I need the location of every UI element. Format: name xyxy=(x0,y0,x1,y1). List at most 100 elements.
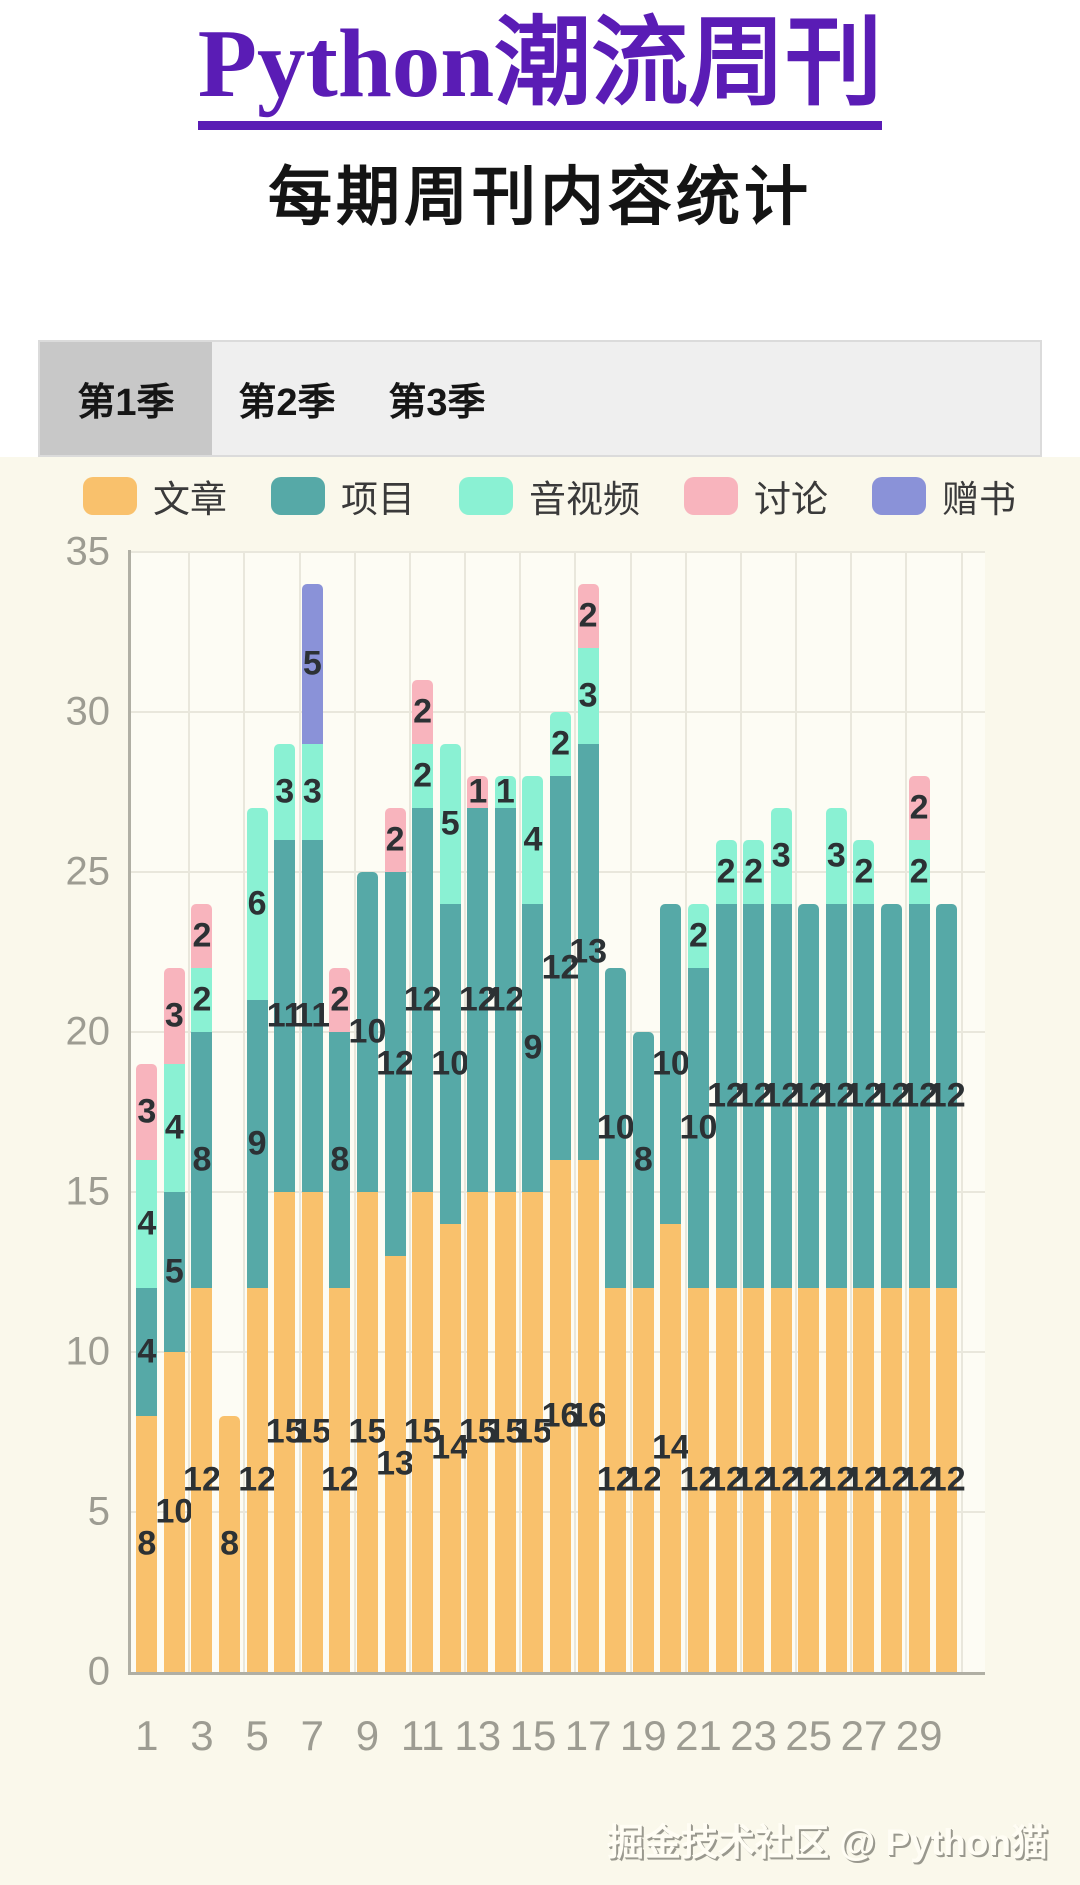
bar-13-segment-4[interactable] xyxy=(467,776,489,808)
bar-24-segment-2[interactable] xyxy=(770,904,792,1288)
bar-26-segment-2[interactable] xyxy=(825,904,847,1288)
bar-23-segment-2[interactable] xyxy=(743,904,765,1288)
tab-season-2[interactable]: 第2季 xyxy=(238,382,336,424)
legend-item-5[interactable]: 赠书 xyxy=(872,469,1016,523)
bar-26-segment-3[interactable] xyxy=(825,808,847,904)
bar-20-segment-2[interactable] xyxy=(660,904,682,1224)
bar-15-segment-2[interactable] xyxy=(522,904,544,1192)
bar-21-segment-1[interactable] xyxy=(687,1288,709,1672)
bar-5-segment-2[interactable] xyxy=(246,1000,268,1288)
bar-23-segment-1[interactable] xyxy=(743,1288,765,1672)
bar-12-segment-1[interactable] xyxy=(439,1224,461,1672)
bar-10-segment-4[interactable] xyxy=(384,808,406,872)
bar-16-segment-2[interactable] xyxy=(550,776,572,1160)
bar-27-segment-3[interactable] xyxy=(853,840,875,904)
bar-1-segment-4[interactable] xyxy=(136,1064,158,1160)
bar-3-segment-3[interactable] xyxy=(191,968,213,1032)
bar-29-segment-1[interactable] xyxy=(908,1288,930,1672)
bar-28-segment-2[interactable] xyxy=(881,904,903,1288)
bar-22-segment-1[interactable] xyxy=(715,1288,737,1672)
bar-12-segment-3[interactable] xyxy=(439,744,461,904)
bar-13-segment-2[interactable] xyxy=(467,808,489,1192)
bar-18-segment-2[interactable] xyxy=(605,968,627,1288)
bar-5-segment-3[interactable] xyxy=(246,808,268,1000)
bar-27-segment-1[interactable] xyxy=(853,1288,875,1672)
bar-16-segment-3[interactable] xyxy=(550,712,572,776)
bar-17-segment-2[interactable] xyxy=(577,744,599,1160)
bar-2-segment-2[interactable] xyxy=(163,1192,185,1352)
bar-2-segment-3[interactable] xyxy=(163,1064,185,1192)
tab-season-1[interactable]: 第1季 xyxy=(40,342,212,455)
bar-29-segment-2[interactable] xyxy=(908,904,930,1288)
bar-21-segment-2[interactable] xyxy=(687,968,709,1288)
bar-16-segment-1[interactable] xyxy=(550,1160,572,1672)
bar-25-segment-1[interactable] xyxy=(798,1288,820,1672)
bar-8-value-label: 2 xyxy=(330,980,350,1019)
bar-11-segment-1[interactable] xyxy=(412,1192,434,1672)
bar-24-segment-3[interactable] xyxy=(770,808,792,904)
bar-14-segment-2[interactable] xyxy=(494,808,516,1192)
bar-14-segment-1[interactable] xyxy=(494,1192,516,1672)
bar-11-segment-4[interactable] xyxy=(412,680,434,744)
bar-7-segment-5[interactable] xyxy=(301,584,323,744)
bar-4-segment-1[interactable] xyxy=(219,1416,241,1672)
bar-8-segment-4[interactable] xyxy=(329,968,351,1032)
bar-17-segment-4[interactable] xyxy=(577,584,599,648)
bar-29-segment-4[interactable] xyxy=(908,776,930,840)
bar-7-segment-3[interactable] xyxy=(301,744,323,840)
bar-18-segment-1[interactable] xyxy=(605,1288,627,1672)
bar-2-segment-1[interactable] xyxy=(163,1352,185,1672)
bar-11-segment-3[interactable] xyxy=(412,744,434,808)
bar-23-segment-3[interactable] xyxy=(743,840,765,904)
bar-26-segment-1[interactable] xyxy=(825,1288,847,1672)
bar-21-segment-3[interactable] xyxy=(687,904,709,968)
bar-3-segment-2[interactable] xyxy=(191,1032,213,1288)
bar-1-segment-3[interactable] xyxy=(136,1160,158,1288)
bar-12-segment-2[interactable] xyxy=(439,904,461,1224)
bar-7-segment-2[interactable] xyxy=(301,840,323,1192)
bar-6-segment-1[interactable] xyxy=(274,1192,296,1672)
bar-15-segment-1[interactable] xyxy=(522,1192,544,1672)
bar-29-segment-3[interactable] xyxy=(908,840,930,904)
bar-22-segment-3[interactable] xyxy=(715,840,737,904)
legend-item-3[interactable]: 音视频 xyxy=(459,469,640,523)
bar-17-segment-1[interactable] xyxy=(577,1160,599,1672)
bar-10-segment-2[interactable] xyxy=(384,872,406,1256)
bar-27-segment-2[interactable] xyxy=(853,904,875,1288)
v-gridline xyxy=(298,552,301,1672)
bar-9-segment-1[interactable] xyxy=(356,1192,378,1672)
bar-15-segment-3[interactable] xyxy=(522,776,544,904)
bar-3-segment-1[interactable] xyxy=(191,1288,213,1672)
bar-25-segment-2[interactable] xyxy=(798,904,820,1288)
bar-1-segment-1[interactable] xyxy=(136,1416,158,1672)
bar-28-segment-1[interactable] xyxy=(881,1288,903,1672)
bar-17-segment-3[interactable] xyxy=(577,648,599,744)
bar-6-segment-3[interactable] xyxy=(274,744,296,840)
bar-22-segment-2[interactable] xyxy=(715,904,737,1288)
v-gridline xyxy=(574,552,577,1672)
bar-11-segment-2[interactable] xyxy=(412,808,434,1192)
bar-19-segment-1[interactable] xyxy=(632,1288,654,1672)
bar-2-segment-4[interactable] xyxy=(163,968,185,1064)
bar-30-segment-1[interactable] xyxy=(936,1288,958,1672)
bar-14-segment-3[interactable] xyxy=(494,776,516,808)
bar-12-value-label: 5 xyxy=(440,804,460,843)
legend-item-4[interactable]: 讨论 xyxy=(684,469,828,523)
bar-3-segment-4[interactable] xyxy=(191,904,213,968)
bar-30-segment-2[interactable] xyxy=(936,904,958,1288)
bar-10-segment-1[interactable] xyxy=(384,1256,406,1672)
bar-19-segment-2[interactable] xyxy=(632,1032,654,1288)
bar-5-segment-1[interactable] xyxy=(246,1288,268,1672)
bar-1-segment-2[interactable] xyxy=(136,1288,158,1416)
legend-item-1[interactable]: 文章 xyxy=(83,469,227,523)
bar-8-segment-1[interactable] xyxy=(329,1288,351,1672)
bar-9-segment-2[interactable] xyxy=(356,872,378,1192)
bar-7-segment-1[interactable] xyxy=(301,1192,323,1672)
bar-20-segment-1[interactable] xyxy=(660,1224,682,1672)
bar-6-segment-2[interactable] xyxy=(274,840,296,1192)
bar-24-segment-1[interactable] xyxy=(770,1288,792,1672)
tab-season-3[interactable]: 第3季 xyxy=(388,382,486,424)
bar-8-segment-2[interactable] xyxy=(329,1032,351,1288)
legend-item-2[interactable]: 项目 xyxy=(271,469,415,523)
bar-13-segment-1[interactable] xyxy=(467,1192,489,1672)
